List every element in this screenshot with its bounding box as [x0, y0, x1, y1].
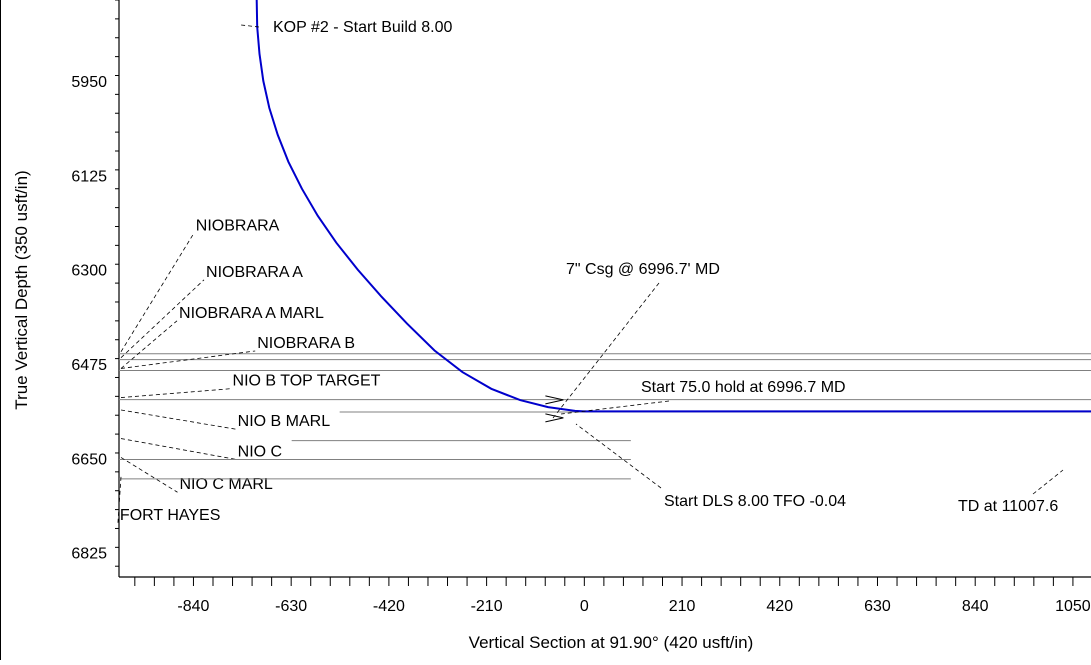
- formation-leader-line: [120, 388, 231, 398]
- annotation-label: 7" Csg @ 6996.7' MD: [566, 261, 720, 278]
- x-tick-label: -840: [177, 598, 209, 615]
- annotations-group: KOP #2 - Start Build 8.00 7" Csg @ 6996.7…: [240, 19, 1064, 515]
- formation-lines-group: NIOBRARA NIOBRARA A NIOBRARA A MARL NIOBRAR…: [117, 217, 1091, 524]
- y-tick-label: 6825: [71, 546, 107, 563]
- annotation-leader-line: [1032, 469, 1064, 495]
- y-ticks-group: 5950 6125 6300 6475 6650 6825: [71, 0, 119, 567]
- y-tick-label: 6650: [71, 451, 107, 468]
- x-ticks-group: -840 -630 -420 -210 0 210 420 630 840 1050: [134, 577, 1091, 615]
- formation-leader-line: [120, 350, 256, 369]
- x-tick-label: 420: [766, 598, 793, 615]
- x-tick-label: -210: [471, 598, 503, 615]
- x-tick-label: 1050: [1055, 598, 1091, 615]
- formation-label: NIOBRARA: [196, 217, 280, 234]
- formation-label: NIOBRARA A MARL: [179, 305, 324, 322]
- y-tick-label: 6475: [71, 357, 107, 374]
- y-tick-label: 5950: [71, 74, 107, 91]
- formation-leader-line: [120, 438, 236, 460]
- annotation-leader-line: [552, 282, 660, 419]
- annotation-leader-line: [575, 423, 662, 489]
- x-tick-label: 630: [864, 598, 891, 615]
- annotation-leader-line: [240, 24, 260, 28]
- casing-marker-icon: [545, 413, 564, 423]
- annotation-label: TD at 11007.6: [958, 498, 1058, 515]
- formation-label: FORT HAYES: [120, 507, 220, 524]
- x-tick-label: -630: [275, 598, 307, 615]
- formation-label: NIOBRARA B: [257, 335, 355, 352]
- casing-marker-icon: [545, 395, 564, 405]
- formation-leader-line: [120, 320, 178, 369]
- x-tick-label: 840: [962, 598, 989, 615]
- x-axis-label: Vertical Section at 91.90° (420 usft/in): [469, 633, 754, 652]
- well-path-line: [255, 0, 1091, 413]
- x-tick-label: -420: [373, 598, 405, 615]
- formation-leader-line: [117, 476, 122, 524]
- annotation-label: Start 75.0 hold at 6996.7 MD: [641, 379, 846, 396]
- formation-label: NIO B TOP TARGET: [233, 373, 381, 390]
- formation-label: NIO B MARL: [238, 413, 331, 430]
- y-tick-label: 6125: [71, 168, 107, 185]
- formation-leader-line: [120, 233, 195, 352]
- x-tick-label: 0: [580, 598, 589, 615]
- annotation-label: KOP #2 - Start Build 8.00: [273, 19, 452, 36]
- x-tick-label: 210: [669, 598, 696, 615]
- annotation-label: Start DLS 8.00 TFO -0.04: [664, 493, 846, 510]
- formation-leader-line: [120, 457, 178, 493]
- well-path-group: [255, 0, 1091, 423]
- y-axis-label: True Vertical Depth (350 usft/in): [12, 170, 31, 409]
- formation-leader-line: [120, 409, 236, 430]
- formation-label: NIO C: [238, 443, 282, 460]
- formation-label: NIO C MARL: [179, 476, 272, 493]
- formation-leader-line: [120, 279, 205, 358]
- y-tick-label: 6300: [71, 263, 107, 280]
- formation-label: NIOBRARA A: [206, 264, 303, 281]
